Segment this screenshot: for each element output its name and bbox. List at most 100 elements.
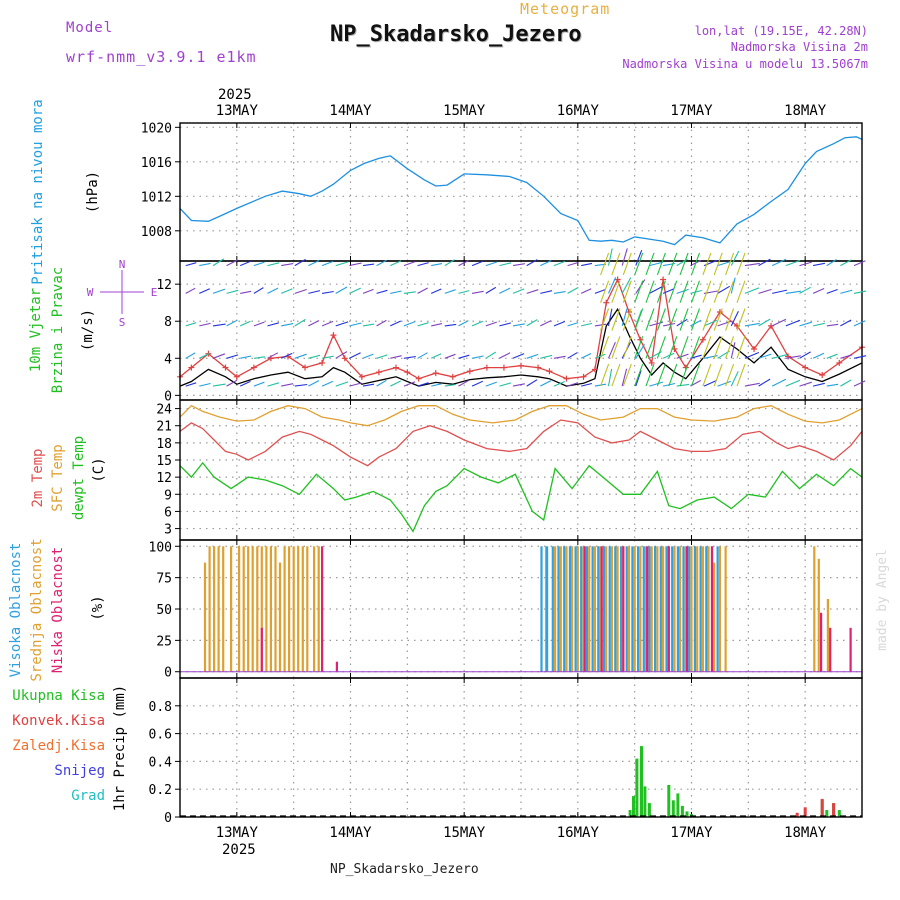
wind-arrow [199,382,211,387]
wind-arrow [526,379,538,387]
mid-bar [690,546,693,672]
watermark: made by Angel [875,549,890,651]
wind-arrow [567,352,578,359]
wind-arrow [226,289,239,294]
wind-arrow [607,248,613,266]
wind-arrow [362,323,375,327]
wind-arrow [185,352,196,359]
compass-cross [100,270,144,314]
day-label-bottom: 13MAY [216,825,259,841]
wind-arrow [253,261,265,267]
wind-arrow [730,342,736,359]
wind-arrow [758,353,772,359]
wind-arrow [553,260,566,267]
wind-arrow-strong [736,280,746,303]
day-label-top: 13MAY [216,103,259,119]
low-bar [260,627,263,672]
wind-arrow [553,320,566,327]
mid-bar [696,546,699,672]
wind-arrow [267,322,280,327]
temperature-panel: 3 6 9 12 15 18 21 24 [156,399,863,541]
mid-bar [247,546,250,672]
high-bar [614,546,617,672]
wind-arrow [212,258,225,267]
wind-arrow-strong [622,363,632,387]
ytick-label: 6 [164,505,172,520]
mid-bar [644,546,648,672]
mid-bar [593,546,596,672]
wind-arrow [499,382,512,387]
wind-panel: 0 4 8 12 [156,260,865,404]
wind-arrow [853,355,867,359]
wind-arrow-strong [690,363,701,387]
wind-arrow [649,321,664,327]
wind-arrow [444,383,457,387]
ytick-label: 8 [164,315,172,330]
gust-marker [302,364,309,371]
wind-arrow [594,288,606,294]
wind-arrow-strong [702,336,712,359]
day-label-top: 15MAY [443,103,486,119]
year-label-top: 2025 [218,87,252,103]
wind-arrow [322,290,334,294]
gust-marker [449,373,456,380]
wind-arrow [567,322,579,327]
cloud-ylabel3: Niska Oblacnost [50,547,66,673]
wind-arrow [294,318,306,327]
wind-arrow [185,262,197,267]
low-bar [600,546,603,672]
wind-arrow-strong [702,280,712,303]
wind-arrow-strong [713,280,723,303]
wind-arrow [717,380,731,387]
precip-legend-1: Konvek.Kisa [12,713,105,729]
gust-marker [483,364,490,371]
total-bar [837,810,841,817]
wind-arrow [281,323,294,327]
ytick-label: 1016 [141,156,172,171]
pressure-unit: (hPa) [85,171,101,213]
wind-arrow [826,383,839,387]
wind-arrow-strong [645,336,655,359]
gust-marker [660,276,667,283]
mid-bar [213,546,216,672]
wind-arrow [730,310,739,327]
wind-arrow [485,261,498,267]
wind-arrow [294,288,307,294]
compass-s: S [119,316,126,329]
wind-arrow [540,260,552,267]
gust-marker [751,346,758,353]
wind-arrow [771,258,787,267]
day-label-bottom: 14MAY [329,825,372,841]
wind-arrow [335,286,348,294]
wind-arrow [335,321,349,327]
gust-marker [699,336,706,343]
mid-bar [554,546,557,672]
mid-bar [713,562,716,672]
wind-arrow [335,261,349,267]
mid-bar [301,546,304,672]
t2m-line [179,419,863,467]
wind-arrow [690,319,702,327]
wind-arrow [580,353,592,359]
wind-arrow [308,354,321,359]
wind-arrow [280,352,293,359]
wind-arrow [239,380,251,387]
wind-arrow [553,291,566,294]
mid-bar [639,546,642,672]
gust-marker [222,364,229,371]
wind-arrow [335,381,349,387]
ytick-label: 24 [156,403,172,418]
wind-arrow [840,379,852,387]
high-bar [699,546,702,672]
wind-arrow-strong [634,280,644,303]
wind-arrow [635,250,643,266]
wind-arrow [540,380,552,387]
wind-arrow [376,289,388,294]
wind-arrow-strong [668,252,678,276]
wind-arrow-strong [668,363,678,387]
wind-arrow [607,308,613,327]
high-bar [648,546,651,672]
wind-arrow [349,382,362,387]
wind-arrow [212,353,226,359]
high-bar [654,546,657,672]
